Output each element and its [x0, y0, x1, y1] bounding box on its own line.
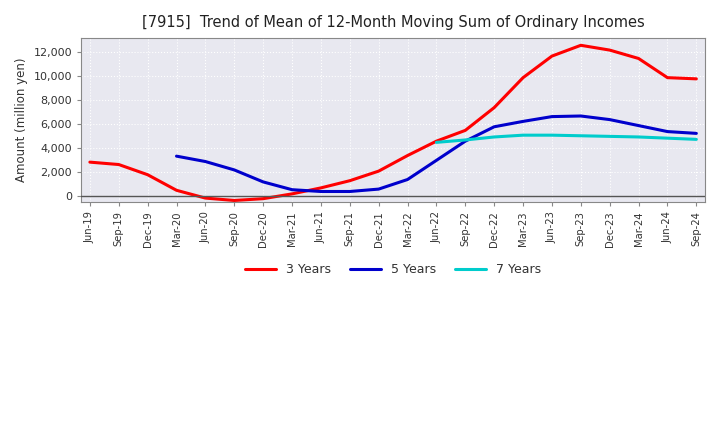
3 Years [577, 43, 585, 48]
3 Years [86, 159, 94, 165]
3 Years [346, 178, 354, 183]
3 Years [432, 139, 441, 144]
Line: 3 Years: 3 Years [90, 45, 696, 201]
3 Years [201, 195, 210, 201]
7 Years [692, 137, 701, 142]
7 Years [490, 134, 498, 139]
5 Years [577, 114, 585, 119]
5 Years [432, 158, 441, 163]
7 Years [634, 134, 643, 139]
5 Years [518, 119, 527, 124]
5 Years [548, 114, 557, 119]
7 Years [432, 140, 441, 145]
Y-axis label: Amount (million yen): Amount (million yen) [15, 58, 28, 183]
5 Years [490, 124, 498, 129]
5 Years [403, 177, 412, 182]
3 Years [490, 105, 498, 110]
5 Years [288, 187, 297, 192]
5 Years [374, 187, 383, 192]
3 Years [606, 48, 614, 53]
3 Years [548, 53, 557, 59]
7 Years [606, 134, 614, 139]
7 Years [577, 133, 585, 139]
3 Years [258, 196, 267, 202]
3 Years [288, 191, 297, 197]
Line: 7 Years: 7 Years [436, 135, 696, 143]
5 Years [692, 131, 701, 136]
3 Years [692, 76, 701, 81]
7 Years [548, 132, 557, 138]
3 Years [663, 75, 672, 80]
5 Years [606, 117, 614, 122]
7 Years [663, 136, 672, 141]
3 Years [403, 153, 412, 158]
3 Years [114, 162, 123, 167]
3 Years [317, 185, 325, 191]
5 Years [346, 189, 354, 194]
3 Years [374, 169, 383, 174]
5 Years [172, 154, 181, 159]
5 Years [258, 179, 267, 184]
3 Years [518, 75, 527, 80]
7 Years [461, 137, 469, 143]
5 Years [663, 129, 672, 134]
3 Years [230, 198, 238, 203]
Line: 5 Years: 5 Years [176, 116, 696, 191]
3 Years [634, 56, 643, 61]
5 Years [317, 189, 325, 194]
5 Years [201, 159, 210, 164]
3 Years [143, 172, 152, 177]
5 Years [230, 167, 238, 172]
Title: [7915]  Trend of Mean of 12-Month Moving Sum of Ordinary Incomes: [7915] Trend of Mean of 12-Month Moving … [142, 15, 644, 30]
7 Years [518, 132, 527, 138]
Legend: 3 Years, 5 Years, 7 Years: 3 Years, 5 Years, 7 Years [240, 258, 546, 282]
3 Years [172, 187, 181, 193]
5 Years [461, 139, 469, 144]
5 Years [634, 123, 643, 128]
3 Years [461, 128, 469, 133]
